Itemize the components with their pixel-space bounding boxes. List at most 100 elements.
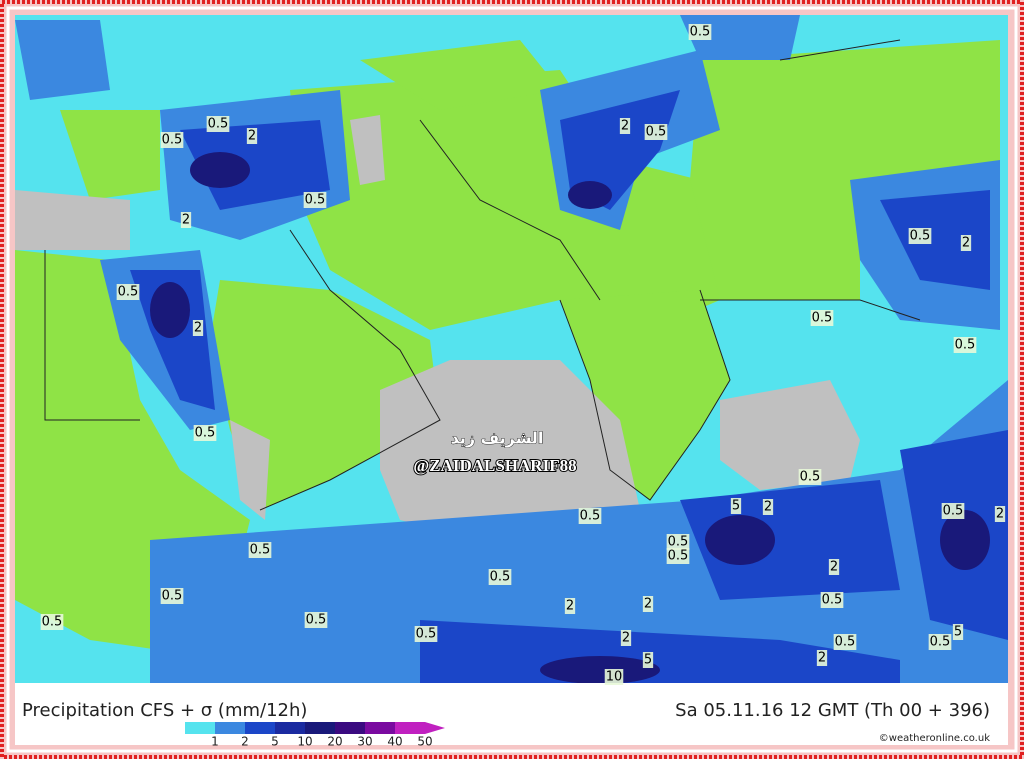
valid-time: Sa 05.11.16 12 GMT (Th 00 + 396) bbox=[675, 700, 990, 721]
contour-label-bg bbox=[116, 284, 140, 300]
contour-label: 2 bbox=[182, 213, 190, 228]
colorbar-segment bbox=[395, 722, 425, 734]
contour-label-bg bbox=[953, 337, 977, 353]
contour-label-bg bbox=[192, 320, 204, 336]
contour-label-bg bbox=[303, 192, 327, 208]
contour-label: 10 bbox=[606, 670, 623, 685]
watermark-arabic: الشريف زيد bbox=[451, 429, 544, 448]
contour-label-bg bbox=[604, 669, 624, 685]
contour-label-bg bbox=[248, 542, 272, 558]
rain-heavy bbox=[150, 152, 990, 683]
colorbar-segment bbox=[275, 722, 305, 734]
contour-label: 0.5 bbox=[580, 509, 601, 524]
colorbar-segment bbox=[305, 722, 335, 734]
borders bbox=[44, 39, 921, 511]
contour-label-bg bbox=[810, 310, 834, 326]
rain-moderate bbox=[130, 90, 1008, 683]
colorbar-tick-label: 2 bbox=[241, 735, 249, 749]
colorbar-segment bbox=[245, 722, 275, 734]
contour-label-bg bbox=[644, 124, 668, 140]
copyright: ©weatheronline.co.uk bbox=[879, 733, 990, 744]
contour-label-bg bbox=[180, 212, 192, 228]
colorbar-tick-label: 40 bbox=[387, 735, 402, 749]
contour-label: 0.5 bbox=[416, 627, 437, 642]
contour-label-bg bbox=[820, 592, 844, 608]
colorbar-tick-label: 30 bbox=[357, 735, 372, 749]
contour-label-bg bbox=[928, 634, 952, 650]
contour-label: 0.5 bbox=[490, 570, 511, 585]
contour-label: 2 bbox=[644, 597, 652, 612]
contour-label: 2 bbox=[830, 560, 838, 575]
contour-label: 0.5 bbox=[646, 125, 667, 140]
contour-label: 0.5 bbox=[306, 613, 327, 628]
contour-label: 0.5 bbox=[955, 338, 976, 353]
contour-label-bg bbox=[828, 559, 840, 575]
contour-label-bg bbox=[816, 650, 828, 666]
contour-label: 2 bbox=[566, 599, 574, 614]
map-area bbox=[15, 15, 1008, 683]
contour-label-bg bbox=[206, 116, 230, 132]
contour-label-bg bbox=[246, 128, 258, 144]
contour-label: 0.5 bbox=[690, 25, 711, 40]
contour-label-bg bbox=[620, 630, 632, 646]
contour-label: 0.5 bbox=[668, 549, 689, 564]
colorbar-segment bbox=[185, 722, 215, 734]
colorbar-tick-label: 20 bbox=[327, 735, 342, 749]
contour-label: 0.5 bbox=[195, 426, 216, 441]
contour-label-bg bbox=[578, 508, 602, 524]
contour-label: 0.5 bbox=[910, 229, 931, 244]
contour-label: 0.5 bbox=[208, 117, 229, 132]
colorbar-segment bbox=[365, 722, 395, 734]
contour-label: 0.5 bbox=[162, 133, 183, 148]
contour-label: 0.5 bbox=[812, 311, 833, 326]
contour-label-bg bbox=[160, 132, 184, 148]
contour-label: 0.5 bbox=[42, 615, 63, 630]
contour-label: 2 bbox=[622, 631, 630, 646]
contour-label-bg bbox=[414, 626, 438, 642]
contour-label-bg bbox=[941, 503, 965, 519]
colorbar-segment bbox=[335, 722, 365, 734]
colorbar-tick-label: 5 bbox=[271, 735, 279, 749]
contour-label: 0.5 bbox=[668, 535, 689, 550]
contour-label: 2 bbox=[621, 119, 629, 134]
contour-label-bg bbox=[994, 506, 1006, 522]
contour-label: 5 bbox=[954, 625, 962, 640]
contour-label-bg bbox=[730, 498, 742, 514]
contour-label: 0.5 bbox=[250, 543, 271, 558]
contour-label: 2 bbox=[764, 500, 772, 515]
colorbar-tick-label: 1 bbox=[211, 735, 219, 749]
contour-label: 5 bbox=[732, 499, 740, 514]
contour-label: 0.5 bbox=[930, 635, 951, 650]
contour-label: 0.5 bbox=[943, 504, 964, 519]
colorbar-tick-label: 50 bbox=[417, 735, 432, 749]
contour-label-bg bbox=[642, 596, 654, 612]
contour-label-bg bbox=[666, 548, 690, 564]
contour-label-bg bbox=[619, 118, 631, 134]
contour-label-bg bbox=[304, 612, 328, 628]
contour-label-bg bbox=[564, 598, 576, 614]
contour-label: 0.5 bbox=[835, 635, 856, 650]
contour-label-bg bbox=[666, 534, 690, 550]
contour-label: 0.5 bbox=[800, 470, 821, 485]
contour-label-bg bbox=[798, 469, 822, 485]
watermark-handle: @ZAIDALSHARIF88 bbox=[413, 456, 576, 475]
contour-label-bg bbox=[642, 652, 654, 668]
frame-inner bbox=[6, 6, 1018, 753]
contour-label-bg bbox=[762, 499, 774, 515]
contour-label-bg bbox=[488, 569, 512, 585]
contour-label-bg bbox=[193, 425, 217, 441]
contour-label-bg bbox=[40, 614, 64, 630]
footer bbox=[15, 683, 1008, 745]
contour-label: 0.5 bbox=[305, 193, 326, 208]
contour-label-bg bbox=[833, 634, 857, 650]
contour-label: 2 bbox=[248, 129, 256, 144]
contour-label-bg bbox=[688, 24, 712, 40]
colorbar-segment bbox=[215, 722, 245, 734]
contour-label-bg bbox=[960, 235, 972, 251]
contour-label-bg bbox=[952, 624, 964, 640]
contour-label: 0.5 bbox=[162, 589, 183, 604]
contour-label-bg bbox=[908, 228, 932, 244]
